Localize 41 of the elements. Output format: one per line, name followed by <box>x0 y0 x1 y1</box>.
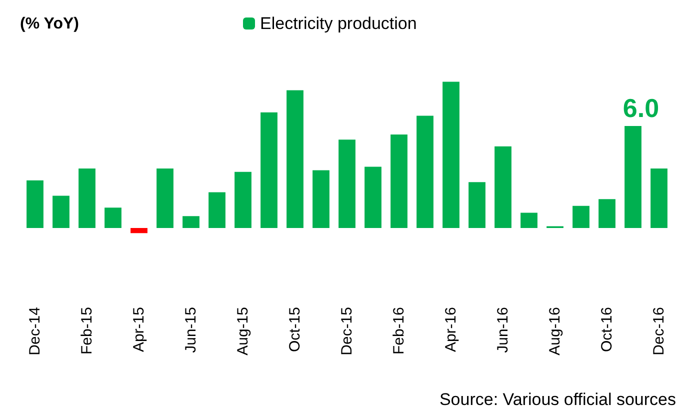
x-tick-label: Aug-15 <box>234 307 252 356</box>
bar <box>104 208 122 228</box>
x-tick-label: Dec-15 <box>338 307 356 356</box>
data-label: 6.0 <box>622 93 660 123</box>
bar <box>156 168 174 228</box>
bar <box>260 112 278 228</box>
x-tick-label: Oct-16 <box>598 307 616 352</box>
bar <box>78 168 96 228</box>
bar <box>624 126 642 228</box>
x-tick-label: Dec-16 <box>650 307 668 356</box>
bar <box>468 182 486 228</box>
bar <box>364 166 382 228</box>
bar <box>26 180 44 228</box>
bar <box>390 134 408 228</box>
bar <box>130 228 148 234</box>
legend-label: Electricity production <box>260 14 417 33</box>
bar <box>416 116 434 228</box>
x-tick-label: Apr-15 <box>130 307 148 352</box>
y-axis-title: (% YoY) <box>20 16 79 32</box>
x-tick-label: Feb-15 <box>78 307 96 355</box>
bar <box>598 199 616 228</box>
bar <box>520 212 538 228</box>
source-note: Source: Various official sources <box>439 390 676 409</box>
bar <box>208 192 226 228</box>
bar <box>494 146 512 228</box>
bar <box>234 172 252 228</box>
x-tick-label: Apr-16 <box>442 307 460 352</box>
bar <box>52 196 70 228</box>
x-tick-label: Jun-15 <box>182 307 200 353</box>
bar <box>338 140 356 228</box>
x-tick-label: Jun-16 <box>494 307 512 353</box>
x-tick-label: Oct-15 <box>286 307 304 352</box>
x-tick-label: Dec-14 <box>26 307 44 356</box>
bar <box>650 168 668 228</box>
bar <box>572 206 590 228</box>
bar <box>182 216 200 228</box>
bar <box>286 90 304 228</box>
x-tick-label: Aug-16 <box>546 307 564 356</box>
x-tick-label: Feb-16 <box>390 307 408 355</box>
bar <box>442 82 460 228</box>
bar <box>312 170 330 228</box>
